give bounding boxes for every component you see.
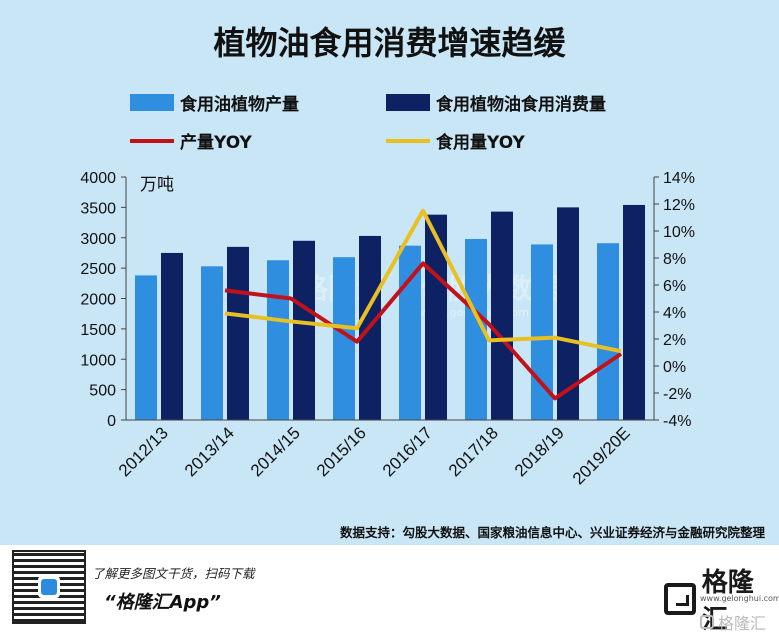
- legend-swatch-consumption: [386, 94, 430, 111]
- qr-logo-icon: [38, 576, 60, 598]
- x-tick-label: 2015/16: [313, 423, 370, 480]
- legend-item-consumption-yoy: 食用量YOY: [386, 128, 525, 153]
- y-left-tick-label: 3500: [80, 200, 116, 217]
- legend-swatch-consumption-yoy: [386, 138, 430, 143]
- bar-production: [465, 238, 487, 420]
- legend-label-production-yoy: 产量YOY: [180, 133, 252, 153]
- line-production-yoy: [224, 261, 623, 401]
- legend-label-consumption-yoy: 食用量YOY: [436, 133, 525, 153]
- brand-logo: 格隆汇: [664, 562, 779, 636]
- footer-app-name: “格隆汇App”: [104, 592, 221, 613]
- bar-production: [399, 245, 421, 420]
- legend-item-production-yoy: 产量YOY: [130, 128, 252, 153]
- brand-logo-icon: [664, 583, 696, 615]
- line-consumption-yoy: [224, 208, 622, 354]
- bar-consumption: [425, 214, 447, 420]
- y-right-tick-label: 14%: [663, 170, 695, 187]
- brand-url: www.gelonghui.com: [700, 594, 779, 603]
- unit-label: 万吨: [140, 175, 174, 195]
- x-tick-label: 2019/20E: [569, 423, 634, 488]
- y-left-tick-label: 3000: [80, 231, 116, 248]
- y-left-tick-label: 500: [89, 383, 116, 400]
- bar-consumption: [623, 204, 645, 420]
- y-right-tick-label: 2%: [663, 332, 686, 349]
- y-left-tick-label: 1000: [80, 352, 116, 369]
- bar-consumption: [491, 211, 513, 420]
- y-left-tick-label: 1500: [80, 322, 116, 339]
- y-left-tick-label: 2000: [80, 292, 116, 309]
- footer-watermark: 格隆汇: [700, 610, 766, 634]
- bar-production: [597, 243, 619, 420]
- x-tick-label: 2013/14: [181, 423, 238, 480]
- y-left-tick-label: 2500: [80, 261, 116, 278]
- x-tick-label: 2018/19: [511, 423, 568, 480]
- bar-consumption: [557, 207, 579, 420]
- chart-title: 植物油食用消费增速趋缓: [213, 24, 566, 62]
- footer: 了解更多图文干货，扫码下载 “格隆汇App” 格隆汇 www.gelonghui…: [0, 545, 779, 635]
- qr-code[interactable]: [12, 550, 86, 624]
- y-right-tick-label: 12%: [663, 197, 695, 214]
- bar-consumption: [161, 252, 183, 420]
- bar-production: [267, 260, 289, 420]
- y-right-tick-label: 10%: [663, 224, 695, 241]
- footer-tagline: 了解更多图文干货，扫码下载: [92, 566, 255, 581]
- legend-label-production: 食用油植物产量: [180, 95, 299, 115]
- combo-chart: 格隆汇勾股大数据www.gogudata.com0500100015002000…: [80, 170, 695, 488]
- source-note: 数据支持：勾股大数据、国家粮油信息中心、兴业证券经济与金融研究院整理: [339, 525, 765, 540]
- bar-consumption: [227, 246, 249, 420]
- x-tick-label: 2014/15: [247, 423, 304, 480]
- footer-watermark-text: 格隆汇: [718, 614, 767, 633]
- y-right-tick-label: 8%: [663, 251, 686, 268]
- x-tick-label: 2016/17: [379, 423, 436, 480]
- legend-label-consumption: 食用植物油食用消费量: [436, 95, 606, 115]
- legend-swatch-production-yoy: [130, 138, 174, 143]
- legend-swatch-production: [130, 94, 174, 111]
- y-left-tick-label: 4000: [80, 170, 116, 187]
- y-left-tick-label: 0: [107, 413, 116, 430]
- y-right-tick-label: -2%: [663, 386, 691, 403]
- bar-production: [333, 257, 355, 420]
- legend-item-consumption: 食用植物油食用消费量: [386, 90, 606, 115]
- bar-consumption: [293, 240, 315, 420]
- bar-production: [201, 266, 223, 420]
- legend-item-production: 食用油植物产量: [130, 90, 299, 115]
- y-right-tick-label: 0%: [663, 359, 686, 376]
- watermark-mini-icon: [700, 615, 714, 629]
- y-right-tick-label: 4%: [663, 305, 686, 322]
- x-tick-label: 2017/18: [445, 423, 502, 480]
- brand-logo-text: 格隆汇: [701, 568, 754, 635]
- x-tick-label: 2012/13: [115, 423, 172, 480]
- y-right-tick-label: -4%: [663, 413, 691, 430]
- y-right-tick-label: 6%: [663, 278, 686, 295]
- chart-card: 植物油食用消费增速趋缓 食用油植物产量 食用植物油食用消费量 产量YOY 食用量…: [0, 0, 779, 545]
- bar-production: [135, 275, 157, 420]
